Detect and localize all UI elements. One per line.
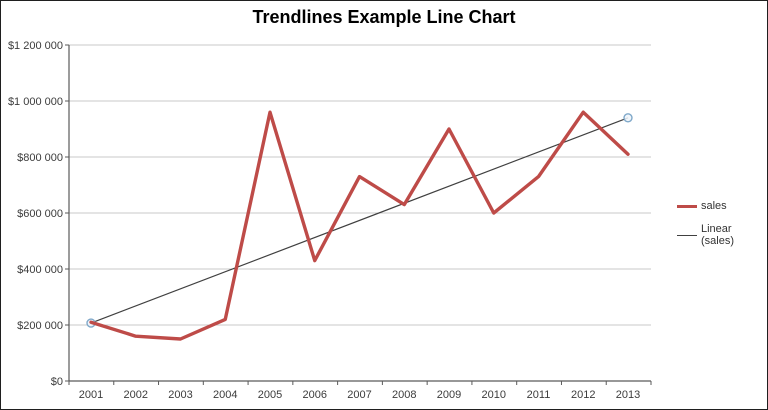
y-axis-label: $400 000: [17, 264, 63, 276]
legend: sales Linear (sales): [677, 200, 767, 247]
x-axis-label: 2012: [571, 389, 595, 401]
trendline[interactable]: [90, 117, 629, 324]
legend-item-linear-sales[interactable]: Linear (sales): [677, 223, 767, 247]
chart-title: Trendlines Example Line Chart: [252, 7, 516, 27]
sales-line[interactable]: [89, 110, 630, 341]
x-axis-label: 2011: [527, 389, 551, 401]
y-axis-label: $1 200 000: [8, 40, 63, 52]
y-axis-label: $600 000: [17, 208, 63, 220]
y-axis-label: $200 000: [17, 320, 63, 332]
legend-label-sales: sales: [701, 200, 727, 212]
x-axis-label: 2002: [124, 389, 148, 401]
x-axis-label: 2009: [437, 389, 461, 401]
legend-item-sales[interactable]: sales: [677, 200, 767, 212]
sales-series-swatch: [677, 204, 697, 208]
x-axis-label: 2003: [168, 389, 192, 401]
x-axis-label: 2004: [213, 389, 237, 401]
trendline-swatch: [677, 234, 697, 236]
x-axis-label: 2001: [79, 389, 103, 401]
y-axis-label: $0: [51, 376, 63, 388]
x-axis-label: 2010: [482, 389, 506, 401]
y-axis-label: $800 000: [17, 152, 63, 164]
x-axis-label: 2013: [616, 389, 640, 401]
y-axis-label: $1 000 000: [8, 96, 63, 108]
x-axis-label: 2006: [303, 389, 327, 401]
trendline-endpoint-marker[interactable]: [623, 113, 633, 123]
legend-label-linear-sales: Linear (sales): [701, 223, 735, 247]
x-axis-label: 2008: [392, 389, 416, 401]
x-axis-label: 2007: [347, 389, 371, 401]
x-axis-label: 2005: [258, 389, 282, 401]
